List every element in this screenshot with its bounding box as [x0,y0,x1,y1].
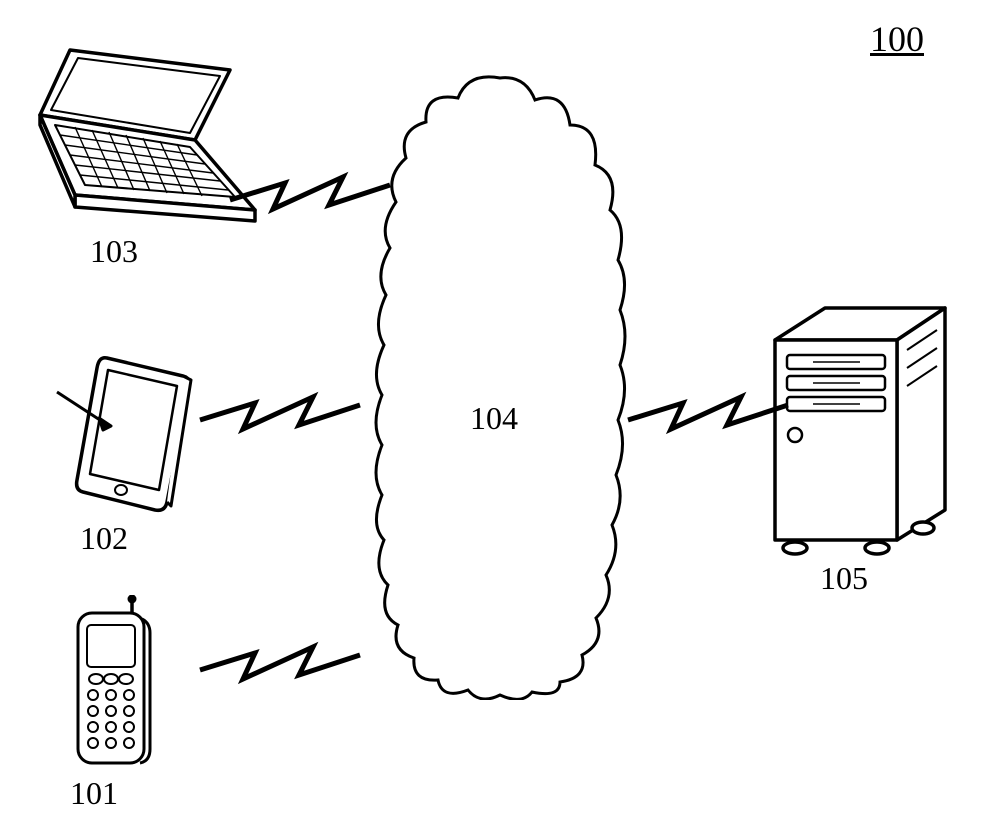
mobile-phone-icon [60,595,160,770]
server-icon [765,300,955,560]
wireless-link-icon [225,165,395,225]
tablet-label: 102 [80,520,128,557]
cloud-label: 104 [470,400,518,437]
figure-label: 100 [870,18,924,60]
server-label: 105 [820,560,868,597]
diagram-canvas: 100 [0,0,1000,820]
laptop-label: 103 [90,233,138,270]
tablet-icon [55,350,195,520]
cloud-icon [370,70,630,700]
mobile-phone-label: 101 [70,775,118,812]
wireless-link-icon [623,385,793,445]
wireless-link-icon [195,635,365,695]
wireless-link-icon [195,385,365,445]
